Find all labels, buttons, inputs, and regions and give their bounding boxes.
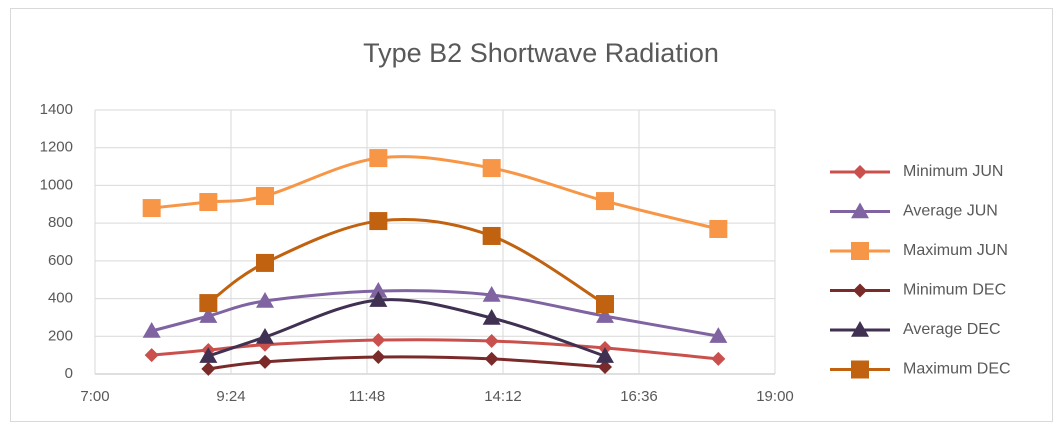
legend-label: Minimum DEC [903, 282, 1006, 299]
marker [851, 360, 869, 379]
marker [256, 253, 274, 272]
y-tick-label: 600 [48, 252, 73, 269]
marker [596, 295, 614, 314]
y-tick-label: 800 [48, 214, 73, 231]
chart-title: Type B2 Shortwave Radiation [363, 38, 719, 68]
x-tick-label: 19:00 [756, 388, 794, 405]
marker [369, 291, 388, 307]
marker [199, 347, 218, 363]
marker [258, 354, 272, 369]
y-tick-label: 200 [48, 327, 73, 344]
marker [853, 165, 867, 179]
legend-label: Maximum JUN [903, 242, 1008, 259]
marker [482, 226, 501, 245]
marker [596, 192, 614, 211]
legend-label: Average DEC [903, 321, 1001, 338]
marker [142, 322, 161, 338]
y-tick-label: 0 [65, 365, 73, 382]
legend-label: Maximum DEC [903, 361, 1011, 378]
x-tick-label: 11:48 [349, 388, 385, 405]
marker [144, 348, 159, 363]
y-tick-label: 1400 [40, 101, 73, 118]
marker [482, 285, 501, 302]
series-line [207, 298, 606, 358]
marker [256, 328, 274, 344]
marker [853, 283, 867, 298]
marker [201, 361, 216, 376]
marker [851, 242, 869, 260]
marker [598, 360, 612, 375]
marker [142, 199, 161, 218]
marker [369, 282, 388, 298]
marker [851, 202, 869, 219]
legend-label: Minimum JUN [903, 163, 1003, 180]
marker [851, 321, 869, 337]
marker [369, 149, 388, 168]
marker [371, 333, 386, 348]
marker [482, 308, 501, 325]
marker [256, 186, 274, 205]
marker [711, 351, 726, 366]
x-tick-label: 7:00 [80, 388, 109, 405]
y-tick-label: 1000 [40, 176, 73, 193]
marker [199, 193, 218, 212]
marker [482, 159, 501, 178]
marker [596, 307, 614, 323]
marker [199, 294, 218, 313]
legend-label: Average JUN [903, 203, 998, 220]
marker [484, 334, 499, 348]
marker [709, 219, 728, 238]
y-tick-label: 1200 [40, 139, 73, 156]
x-tick-label: 16:36 [620, 388, 658, 405]
marker [596, 347, 614, 363]
marker [369, 212, 388, 231]
chart-border [10, 8, 1053, 422]
y-tick-label: 400 [48, 290, 73, 307]
x-tick-label: 9:24 [216, 388, 245, 405]
marker [709, 327, 728, 343]
marker [256, 292, 274, 308]
marker [484, 351, 499, 366]
marker [199, 307, 218, 323]
marker [371, 350, 386, 365]
x-tick-label: 14:12 [484, 388, 522, 405]
